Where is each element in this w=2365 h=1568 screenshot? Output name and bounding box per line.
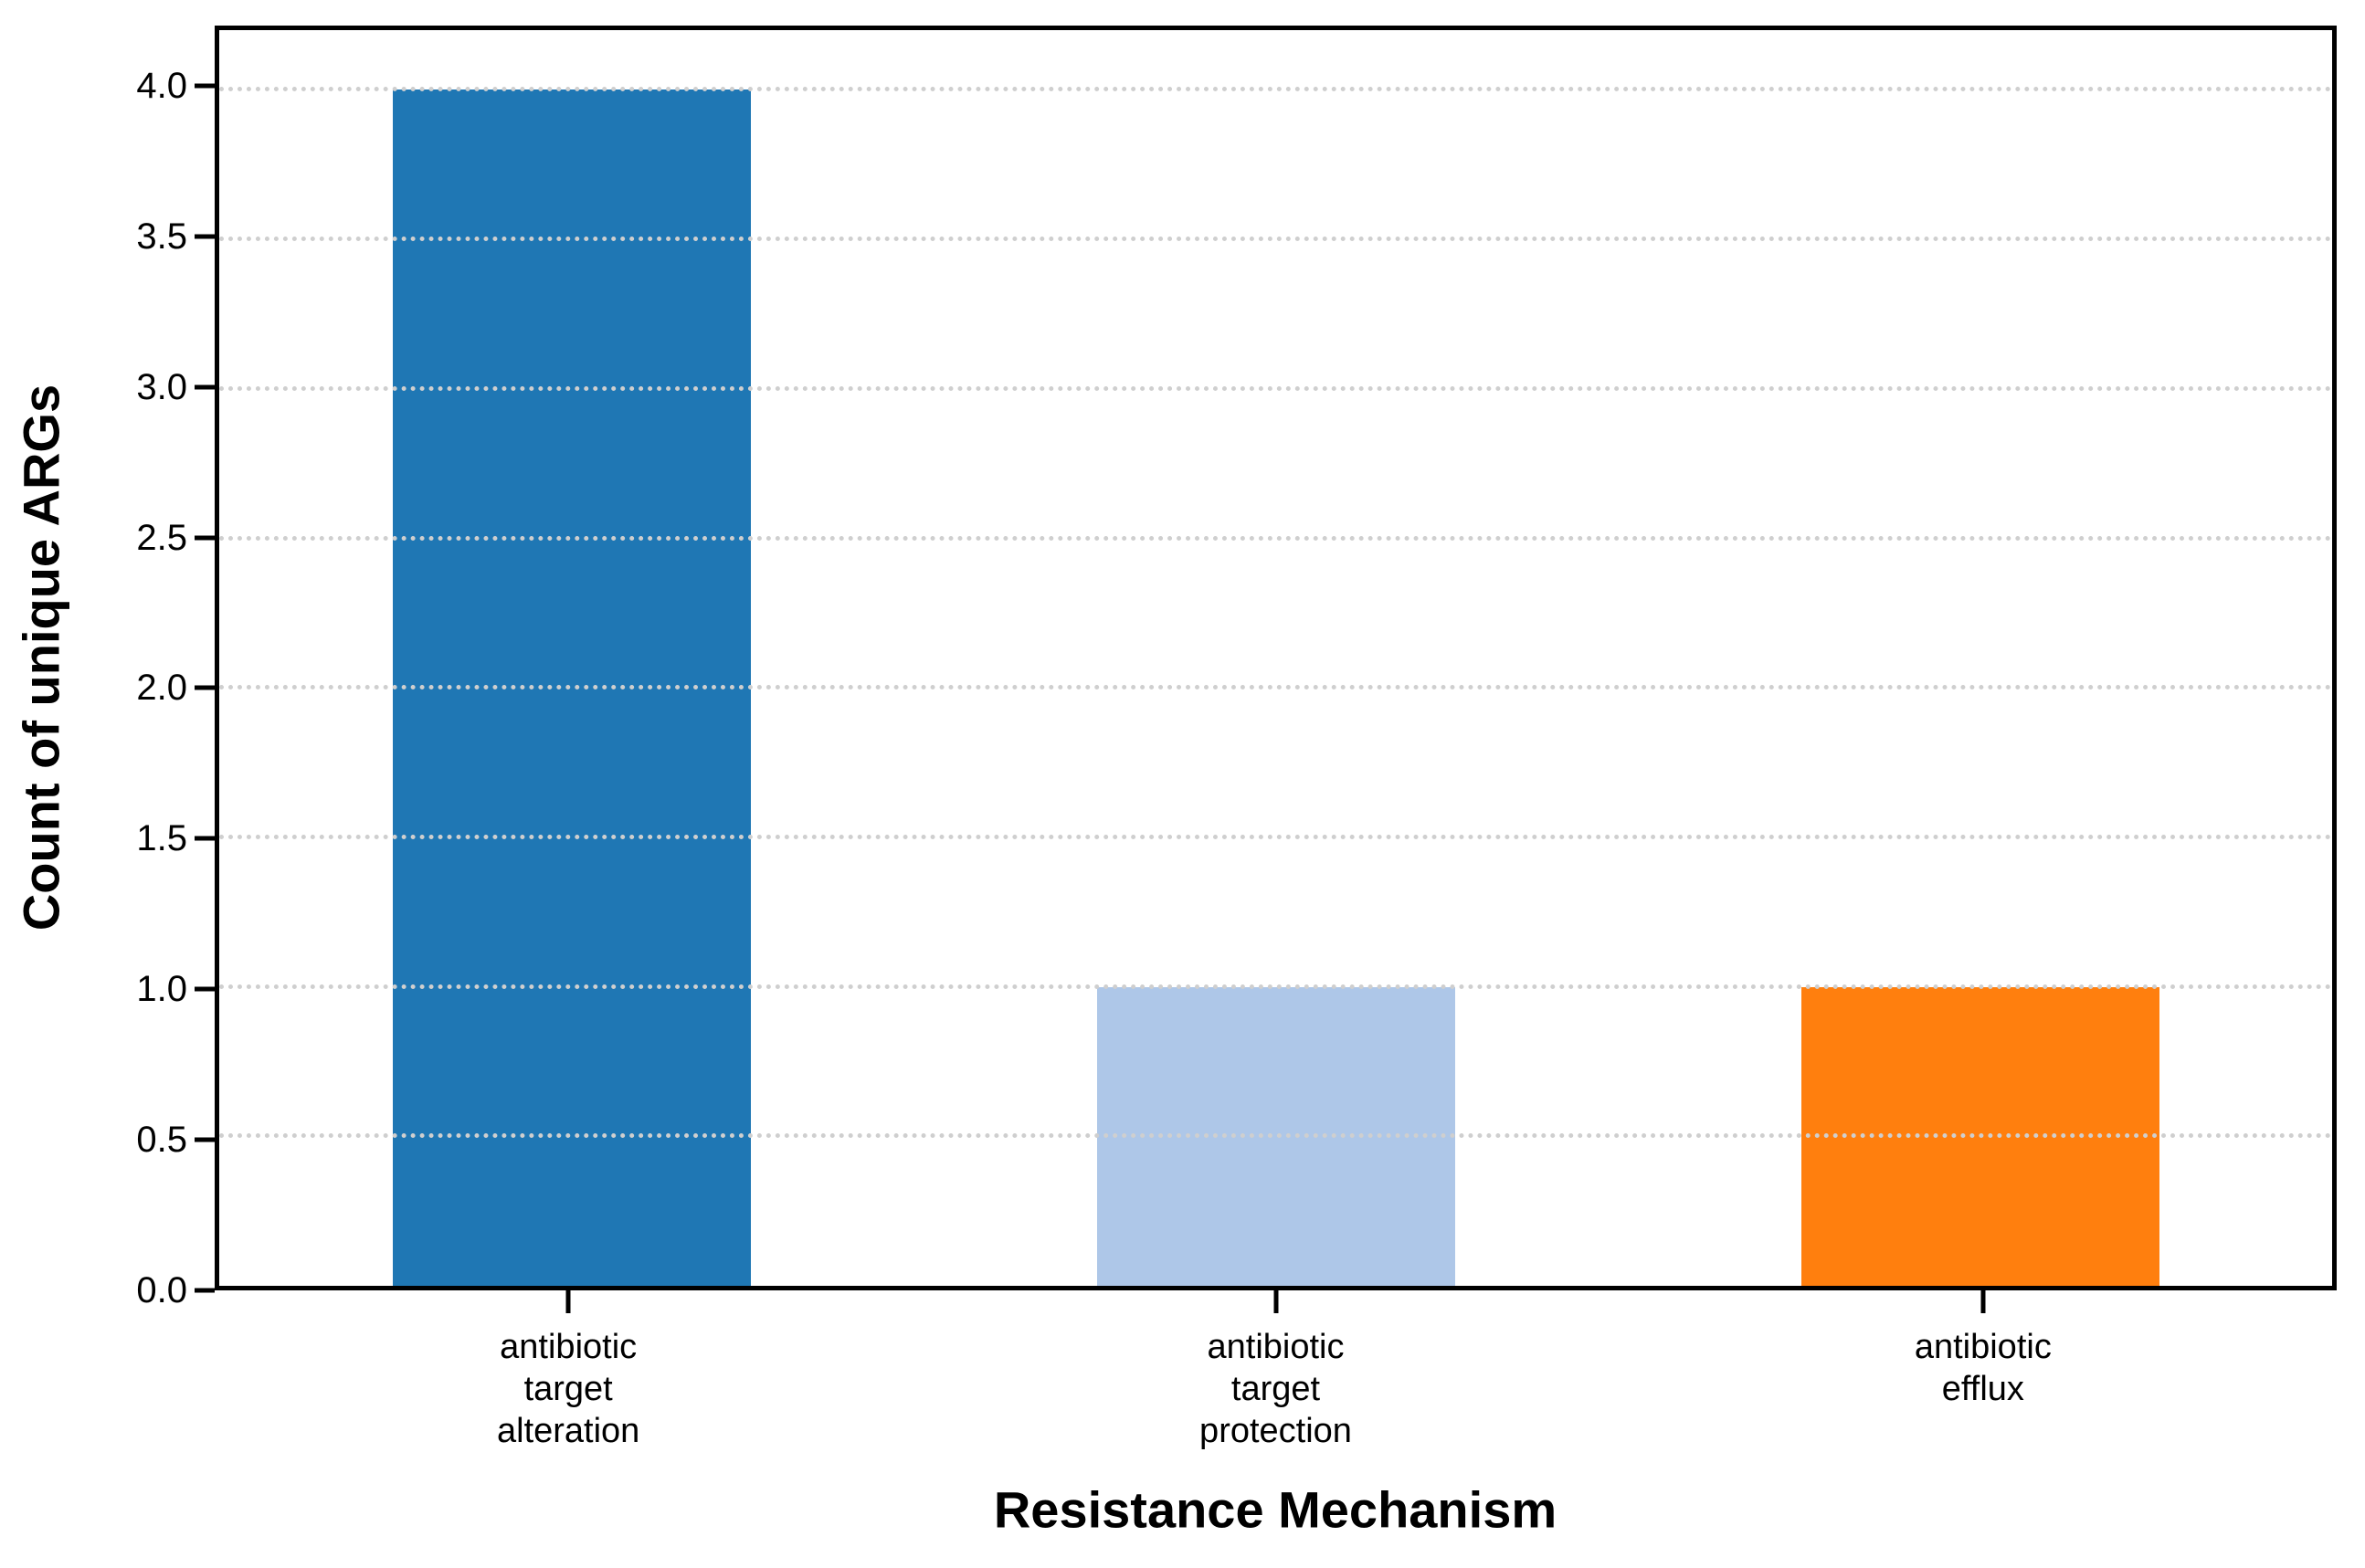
gridline-y-0.5 (219, 1133, 2332, 1139)
gridline-y-3 (219, 385, 2332, 391)
y-tick-mark-0.5 (195, 1137, 215, 1142)
gridline-y-1.5 (219, 834, 2332, 839)
x-axis-title: Resistance Mechanism (993, 1480, 1557, 1539)
x-tick-mark-2 (1980, 1290, 1986, 1313)
y-tick-label-0.5: 0.5 (136, 1120, 187, 1161)
y-tick-label-4.0: 4.0 (136, 65, 187, 106)
y-tick-label-2.0: 2.0 (136, 668, 187, 709)
y-tick-mark-0.0 (195, 1288, 215, 1293)
y-tick-mark-4.0 (195, 83, 215, 89)
x-tick-label-2: antibiotic efflux (1914, 1328, 2052, 1408)
y-tick-mark-1.5 (195, 836, 215, 841)
gridline-y-1 (219, 984, 2332, 989)
y-tick-label-2.5: 2.5 (136, 517, 187, 558)
gridline-y-2.5 (219, 535, 2332, 541)
plot-area (215, 26, 2337, 1290)
y-tick-mark-3.5 (195, 234, 215, 239)
gridline-y-3.5 (219, 237, 2332, 242)
gridline-y-4 (219, 87, 2332, 92)
y-tick-mark-1.0 (195, 986, 215, 992)
y-tick-label-1.5: 1.5 (136, 818, 187, 859)
x-tick-label-1: antibiotic target protection (1199, 1328, 1352, 1450)
y-tick-label-3.0: 3.0 (136, 366, 187, 407)
y-tick-mark-3.0 (195, 384, 215, 390)
x-tick-mark-1 (1273, 1290, 1278, 1313)
y-tick-mark-2.5 (195, 535, 215, 541)
gridline-y-2 (219, 685, 2332, 690)
y-tick-label-3.5: 3.5 (136, 216, 187, 257)
y-tick-label-0.0: 0.0 (136, 1270, 187, 1310)
y-tick-mark-2.0 (195, 685, 215, 690)
x-tick-label-0: antibiotic target alteration (496, 1328, 640, 1450)
x-tick-mark-0 (565, 1290, 571, 1313)
y-tick-label-1.0: 1.0 (136, 969, 187, 1010)
